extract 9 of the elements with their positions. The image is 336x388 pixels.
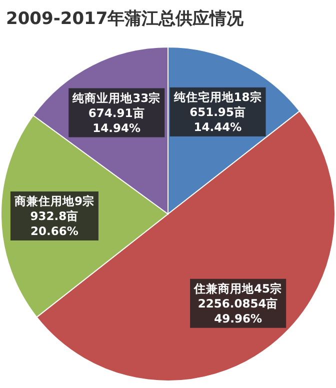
slice-label: 住兼商用地45宗 bbox=[193, 282, 282, 296]
chart-title: 2009-2017年蒲江总供应情况 bbox=[6, 9, 245, 29]
data-label: 651.95亩 14.44% bbox=[190, 105, 246, 134]
data-label: 674.91亩 14.94% bbox=[88, 106, 145, 135]
slice-label: 纯商业用地33宗 bbox=[72, 90, 161, 105]
slice-label: 商兼住用地9宗 bbox=[13, 194, 94, 208]
data-label: 2256.0854亩 49.96% bbox=[198, 296, 278, 326]
data-label: 932.8亩 20.66% bbox=[30, 209, 79, 238]
slice-label: 纯住宅用地18宗 bbox=[172, 90, 262, 104]
